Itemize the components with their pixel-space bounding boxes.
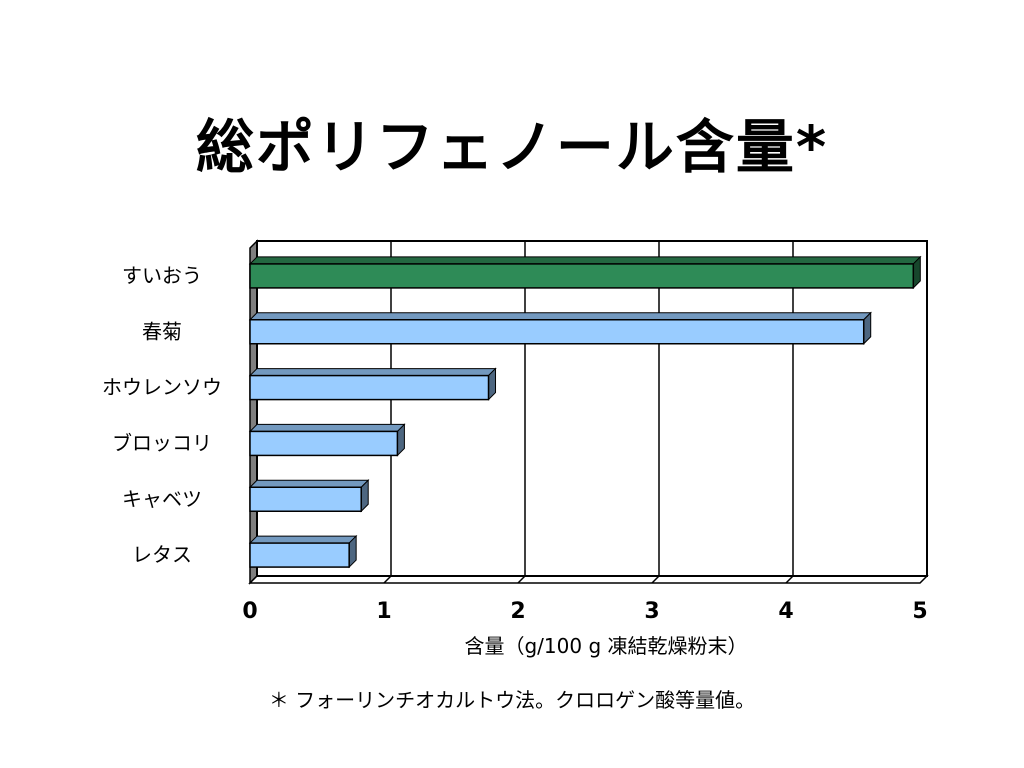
left-wall [249,239,258,585]
bar [248,534,358,569]
x-tick-label: 5 [912,599,927,624]
x-tick-label: 2 [510,599,525,624]
gridline [517,575,526,584]
bar-face [249,430,399,457]
bar-top [248,256,922,265]
bar-top [248,535,358,544]
bar [248,479,370,513]
bar-face [249,486,362,512]
gridline [383,575,392,584]
footnote: ＊ フォーリンチオカルトウ法。クロロゲン酸等量値。 [268,688,756,712]
bar [248,423,406,457]
back-wall [256,240,928,577]
category-label: 春菊 [142,319,182,343]
floor [248,575,929,584]
bar-face [249,263,915,289]
gridline [785,575,794,584]
category-label: レタス [132,543,192,567]
bar-face [249,542,350,568]
category-label: キャベツ [122,487,202,511]
bar-face [249,374,490,401]
bar-top [248,368,497,377]
bar [248,255,922,290]
gridline [651,575,660,584]
category-label: すいおう [122,263,202,287]
x-tick-label: 4 [778,599,793,624]
bar-top [248,479,370,488]
chart-title: 総ポリフェノール含量* [195,113,829,181]
bar [248,367,497,401]
x-tick-label: 3 [644,599,659,624]
bar-face [249,319,865,345]
x-tick-label: 0 [242,599,257,624]
bar-top [248,423,406,432]
bar [248,311,872,345]
x-tick-label: 1 [376,599,391,624]
category-label: ホウレンソウ [102,375,222,399]
category-label: ブロッコリ [112,431,212,455]
x-axis-label: 含量（g/100 g 凍結乾燥粉末） [464,634,747,658]
bar-top [248,312,872,321]
